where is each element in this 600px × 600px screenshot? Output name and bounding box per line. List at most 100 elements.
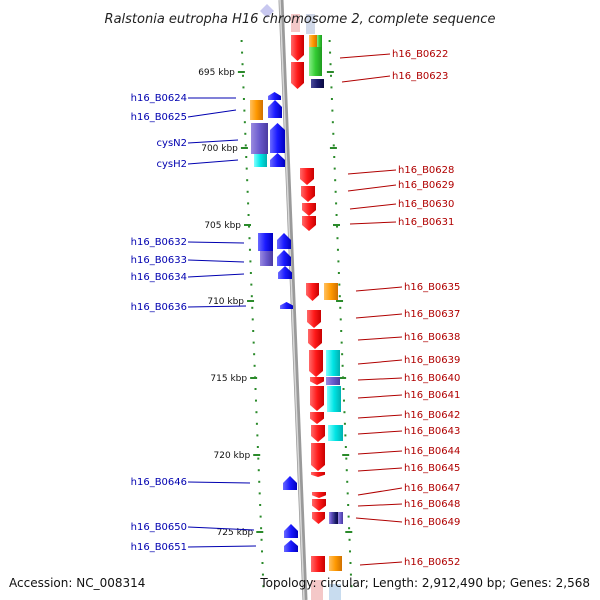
- tick-mark: [332, 132, 335, 135]
- gene-label-left: cysH2: [156, 159, 187, 170]
- tick-mark: [330, 86, 333, 89]
- gene-label-right: h16_B0644: [404, 446, 460, 457]
- gene-block: [311, 79, 324, 88]
- genes: [250, 35, 343, 572]
- label-leader: [187, 259, 245, 263]
- gene-block: [317, 35, 322, 47]
- gene-label-left: h16_B0634: [131, 272, 187, 283]
- gene-block: [327, 386, 341, 412]
- label-leader: [347, 169, 397, 175]
- label-leader: [187, 481, 251, 484]
- tick-mark: [343, 422, 346, 425]
- tick-mark: [255, 411, 258, 414]
- tick-mark: [242, 98, 245, 100]
- label-leader: [187, 241, 245, 244]
- label-leader: [357, 414, 403, 419]
- gene-label-right: h16_B0652: [404, 557, 460, 568]
- label-leader: [359, 561, 403, 566]
- tick-mark: [335, 202, 338, 205]
- gene-label-right: h16_B0622: [392, 49, 448, 60]
- tick-mark: [332, 144, 335, 147]
- tick-mark: [261, 562, 264, 564]
- reverse-gene-arrow: [284, 524, 298, 538]
- reverse-gene-arrow: [283, 476, 297, 490]
- tick-mark: [257, 469, 260, 472]
- reverse-gene-arrow: [278, 266, 292, 279]
- gene-block: [328, 425, 343, 441]
- tick-mark: [337, 272, 340, 274]
- label-leader: [187, 545, 257, 548]
- tick-mark: [258, 480, 261, 483]
- label-leader: [349, 221, 397, 225]
- forward-gene-arrow: [302, 216, 316, 231]
- tick-mark: [339, 318, 342, 321]
- tick-mark: [344, 446, 347, 448]
- reverse-gene-arrow: [270, 153, 285, 167]
- gene-block: [309, 47, 322, 76]
- label-leader: [187, 305, 247, 308]
- tick-mark: [248, 225, 251, 228]
- forward-gene-arrow: [306, 283, 319, 301]
- tick-mark: [241, 63, 244, 66]
- forward-gene-arrow: [310, 412, 324, 424]
- gene-label-right: h16_B0647: [404, 483, 460, 494]
- forward-gene-arrow: [308, 329, 322, 349]
- gene-block: [326, 350, 340, 376]
- label-leader: [341, 75, 391, 83]
- tick-mark: [261, 550, 264, 553]
- scale-label: 715 kbp: [210, 374, 247, 384]
- tick-mark: [347, 515, 350, 518]
- forward-gene-arrow: [302, 203, 316, 216]
- forward-gene-arrow: [310, 377, 324, 385]
- tick-mark: [249, 272, 252, 274]
- gene-label-right: h16_B0628: [398, 165, 454, 176]
- tick-mark: [341, 364, 344, 367]
- tick-mark: [328, 40, 331, 42]
- gene-block: [333, 512, 338, 524]
- gene-label-right: h16_B0643: [404, 426, 460, 437]
- label-leader: [187, 526, 255, 531]
- gene-label-right: h16_B0645: [404, 463, 460, 474]
- scale-label: 710 kbp: [207, 297, 244, 307]
- tick-mark: [259, 515, 262, 518]
- tick-mark: [244, 132, 247, 135]
- tick-mark: [241, 74, 244, 77]
- forward-gene-arrow: [312, 499, 326, 511]
- tick-mark: [243, 121, 246, 124]
- tick-mark: [336, 248, 339, 251]
- label-leaders: [187, 53, 403, 566]
- tick-mark: [248, 248, 251, 251]
- tick-mark: [329, 51, 332, 54]
- gene-label-right: h16_B0629: [398, 180, 454, 191]
- gene-block: [324, 283, 338, 300]
- tick-mark: [252, 341, 255, 344]
- label-leader: [187, 159, 239, 165]
- tick-mark: [342, 399, 345, 402]
- forward-gene-arrow: [300, 168, 314, 185]
- tick-mark: [247, 202, 250, 205]
- tick-mark: [245, 167, 248, 170]
- gene-label-left: h16_B0625: [131, 112, 187, 123]
- gene-block: [326, 377, 340, 385]
- reverse-gene-arrow: [280, 302, 293, 309]
- gene-block: [311, 556, 325, 572]
- label-leader: [349, 203, 397, 210]
- tick-mark: [254, 388, 257, 390]
- label-leader: [355, 313, 403, 319]
- faint-feature-top-3: [306, 14, 315, 34]
- gene-block: [251, 123, 268, 154]
- gene-label-right: h16_B0631: [398, 217, 454, 228]
- gene-label-right: h16_B0635: [404, 282, 460, 293]
- tick-mark: [333, 167, 336, 170]
- gene-label-right: h16_B0623: [392, 71, 448, 82]
- faint-feature-bottom-2: [329, 584, 341, 600]
- forward-gene-arrow: [312, 492, 326, 498]
- gene-label-left: h16_B0633: [131, 255, 187, 266]
- gene-label-right: h16_B0649: [404, 517, 460, 528]
- tick-mark: [341, 353, 344, 356]
- tick-mark: [253, 353, 256, 356]
- label-leader: [339, 53, 391, 59]
- gene-label-right: h16_B0648: [404, 499, 460, 510]
- tick-mark: [256, 434, 259, 437]
